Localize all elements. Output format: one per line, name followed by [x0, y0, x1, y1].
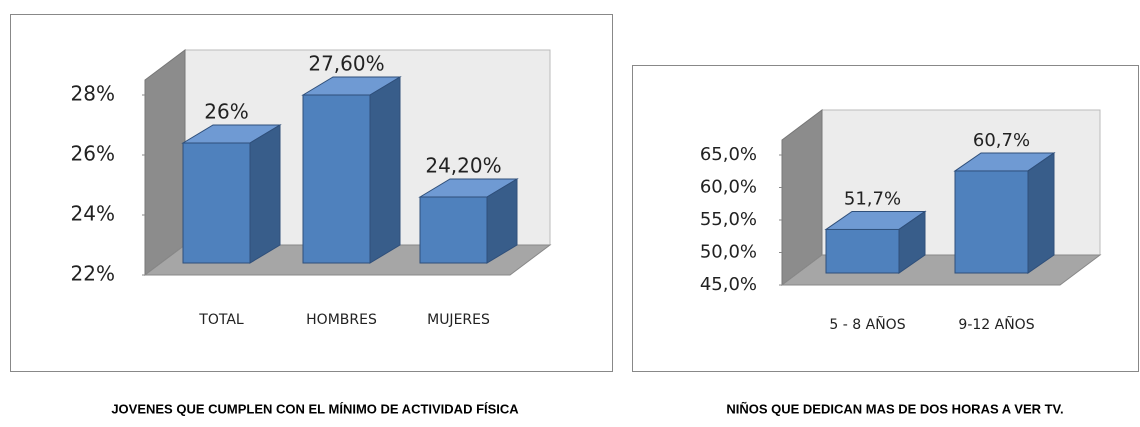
- bar: [419, 196, 488, 264]
- side-wall: [144, 49, 186, 276]
- y-tick-label: 60,0%: [700, 177, 757, 198]
- y-tick-label: 28%: [71, 82, 115, 106]
- x-tick-label: MUJERES: [427, 312, 490, 328]
- x-tick-label: 9-12 AÑOS: [958, 316, 1034, 333]
- y-tick-label: 50,0%: [700, 242, 757, 263]
- bar-side: [369, 76, 401, 264]
- bar: [182, 142, 251, 264]
- value-label: 60,7%: [973, 130, 1030, 151]
- value-label: 51,7%: [844, 188, 901, 209]
- y-tick-label: 55,0%: [700, 209, 757, 230]
- bar: [302, 94, 371, 264]
- caption: NIÑOS QUE DEDICAN MAS DE DOS HORAS A VER…: [726, 401, 1063, 416]
- side-wall: [781, 109, 823, 286]
- y-tick-label: 22%: [71, 262, 115, 286]
- x-tick-label: HOMBRES: [306, 312, 377, 328]
- bar-side: [249, 124, 281, 264]
- caption: JOVENES QUE CUMPLEN CON EL MÍNIMO DE ACT…: [111, 401, 519, 416]
- y-tick-label: 26%: [71, 142, 115, 166]
- bar: [954, 170, 1029, 274]
- value-label: 24,20%: [425, 154, 501, 178]
- bar: [825, 228, 900, 274]
- y-tick-label: 24%: [71, 202, 115, 226]
- y-tick-label: 65,0%: [700, 144, 757, 165]
- y-tick-label: 45,0%: [700, 274, 757, 295]
- value-label: 27,60%: [308, 52, 384, 76]
- x-tick-label: 5 - 8 AÑOS: [829, 316, 905, 333]
- value-label: 26%: [204, 100, 248, 124]
- bar-side: [1027, 151, 1055, 274]
- x-tick-label: TOTAL: [198, 312, 244, 328]
